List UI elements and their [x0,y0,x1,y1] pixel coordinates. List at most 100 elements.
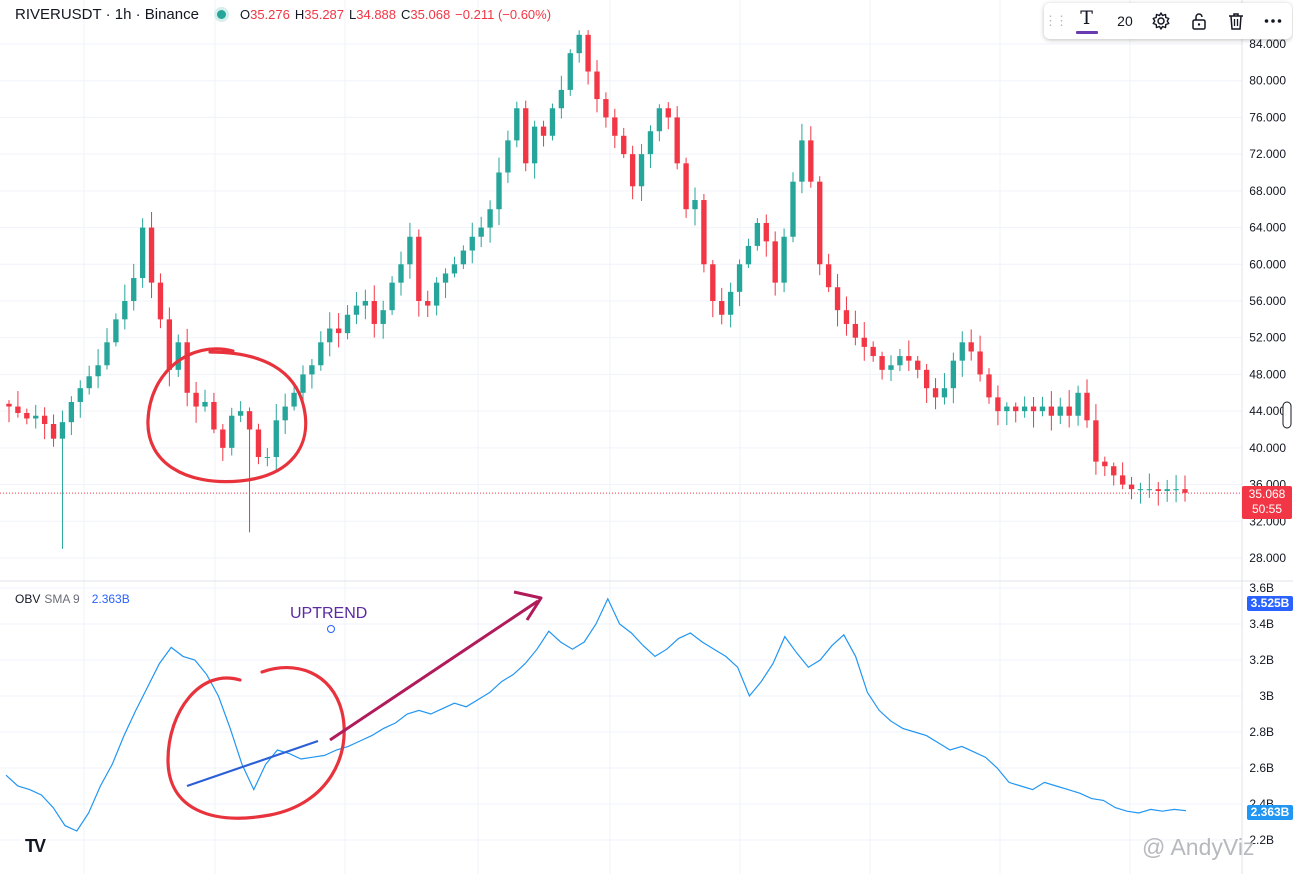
candle-body [629,154,636,187]
tradingview-logo[interactable]: TV [22,836,48,857]
candle-body [808,140,814,182]
candle-body [193,392,199,407]
candle-body [1146,489,1153,491]
text-color-button[interactable]: T [1066,3,1107,39]
candle-body [68,401,75,423]
candle-body [950,360,957,389]
candle-body [362,301,369,306]
candle-body [1173,489,1179,491]
candle-body [273,420,279,458]
uptrend-arrow [329,599,539,742]
market-status-dot [216,10,226,19]
candle-body [968,342,974,352]
price-tick-label: 76.000 [1249,110,1286,124]
price-tick-label: 44.000 [1249,404,1286,418]
candle-body [888,365,894,370]
candle-body [380,310,386,324]
trash-icon [1229,13,1243,30]
obv-high-tag: 3.525B [1247,596,1293,611]
uptrend-annotation[interactable]: UPTREND [290,605,368,622]
price-tick-label: 52.000 [1249,331,1286,345]
candle-body [487,209,493,228]
price-circle-annotation [146,347,308,484]
candle-body [398,264,404,283]
candle-body [799,140,805,182]
candle-body [148,227,155,283]
candle-body [701,200,707,265]
obv-legend[interactable]: OBV SMA 9 2.363B [15,592,130,606]
settings-button[interactable] [1143,3,1180,39]
candle-body [1030,406,1037,412]
candle-body [870,346,876,357]
price-tick-label: 68.000 [1249,184,1286,198]
candle-body [852,323,859,338]
low-label: L [349,7,357,22]
candle-body [1048,406,1055,416]
candle-body [647,131,654,155]
obv-line [5,597,1187,832]
symbol-title[interactable]: RIVERUSDT · 1h · Binance [15,6,199,23]
delete-button[interactable] [1217,3,1254,39]
candle-body [264,457,271,459]
price-tick-label: 48.000 [1249,367,1286,381]
candle-body [843,310,850,324]
lock-button[interactable] [1180,3,1217,39]
candle-body [897,356,903,366]
candle-body [255,429,262,458]
candle-body [389,282,395,311]
candle-body [425,301,431,306]
candle-body [6,403,12,407]
gear-icon [1152,12,1170,30]
candle-body [335,328,342,334]
price-tick-label: 80.000 [1249,74,1286,88]
candle-body [683,163,689,210]
font-size-button[interactable]: 20 [1117,13,1133,29]
candle-body [603,99,609,118]
candle-body [344,314,351,334]
more-button[interactable] [1255,3,1292,39]
scale-handle [1282,401,1292,429]
text-color-swatch [1075,30,1098,34]
candle-body [915,360,921,370]
candle-body [710,264,716,301]
candle-body [612,117,618,136]
candle-body [131,278,137,301]
candle-body [567,53,573,90]
candle-body [407,236,413,265]
obv-name: OBV [15,592,41,606]
candle-body [433,282,440,306]
candle-body [817,181,823,265]
candle-body [327,328,333,343]
candle-body [1004,406,1010,412]
candle-body [220,429,226,448]
candle-body [977,351,983,375]
candle-body [442,273,449,283]
candle-body [772,241,778,283]
candle-body [514,108,520,141]
candle-body [211,401,217,430]
drag-handle-icon[interactable]: ⋮⋮ [1044,13,1068,28]
symbol-header: RIVERUSDT · 1h · Binance O 35.276 H 35.287… [15,6,556,23]
candle-body [1102,461,1108,467]
candle-body [1075,392,1081,416]
candle-body [113,319,119,343]
candle-body [923,369,930,389]
obv-value: 2.363B [91,592,130,606]
obv-current-tag: 2.363B [1247,805,1293,820]
candle-body [122,301,128,320]
low-value: 34.888 [356,7,397,22]
obv-tick-label: 3.2B [1249,653,1274,667]
candle-body [1155,489,1161,491]
price-tick-label: 84.000 [1249,37,1286,51]
candle-body [825,264,832,288]
candle-body [1021,406,1028,412]
price-tick-label: 64.000 [1249,221,1286,235]
candle-body [50,423,57,439]
candle-body [736,264,743,292]
close-value: 35.068 [410,7,451,22]
change-value: −0.211 (−0.60%) [455,7,552,22]
candle-body [416,236,422,301]
candle-body [291,392,297,407]
candle-body [656,108,663,132]
